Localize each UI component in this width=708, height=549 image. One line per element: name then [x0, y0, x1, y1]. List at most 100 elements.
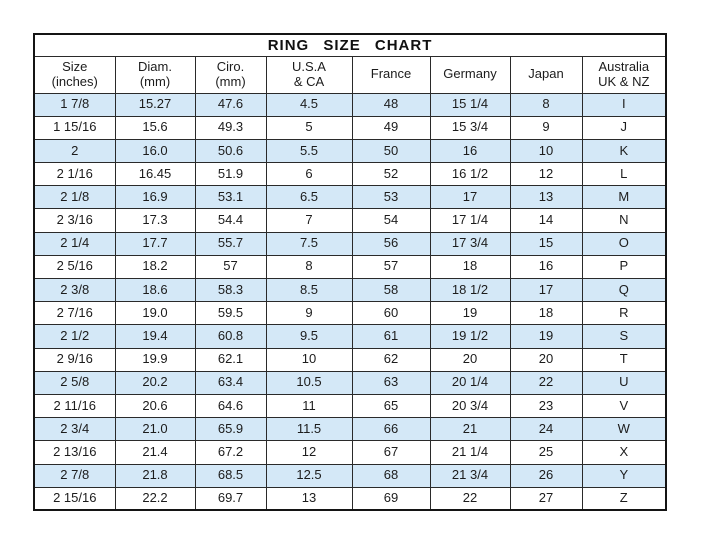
table-cell: 22 [509, 370, 583, 395]
table-cell: 59.5 [194, 301, 267, 326]
table-row: 2 3/8 18.6 58.3 8.5 58 18 1/2 17 Q [33, 277, 667, 303]
column-header: France [351, 55, 431, 94]
column-header: U.S.A & CA [265, 55, 353, 94]
table-cell: 18 [429, 254, 511, 280]
table-cell: 18 [509, 301, 583, 326]
table-cell: 58.3 [194, 277, 267, 303]
table-cell: 2 5/16 [33, 254, 116, 280]
table-row: 2 3/16 17.3 54.4 7 54 17 1/4 14 N [33, 208, 667, 233]
table-cell: 2 1/16 [33, 162, 116, 187]
table-cell: 52 [351, 162, 431, 187]
table-cell: 2 7/16 [33, 301, 116, 326]
chart-title-row: RING SIZE CHART [33, 33, 667, 57]
table-cell: 23 [509, 393, 583, 419]
table-cell: 2 13/16 [33, 440, 116, 465]
table-cell: 49 [351, 115, 431, 140]
table-cell: 9.5 [265, 324, 353, 349]
table-cell: 22.2 [114, 486, 196, 511]
table-cell: 54.4 [194, 208, 267, 233]
table-cell: 20 [429, 347, 511, 372]
table-cell: 20 3/4 [429, 393, 511, 419]
table-cell: 12.5 [265, 463, 353, 488]
table-cell: 18.2 [114, 254, 196, 280]
table-cell: 69.7 [194, 486, 267, 511]
table-cell: I [581, 92, 667, 117]
table-cell: 20.6 [114, 393, 196, 419]
table-cell: 8.5 [265, 277, 353, 303]
table-cell: 24 [509, 417, 583, 442]
table-cell: 8 [509, 92, 583, 117]
table-cell: 15 3/4 [429, 115, 511, 140]
table-cell: 54 [351, 208, 431, 233]
table-cell: 17 1/4 [429, 208, 511, 233]
table-cell: 10 [509, 138, 583, 164]
table-cell: 9 [509, 115, 583, 140]
column-header: Diam. (mm) [114, 55, 196, 94]
column-header: Size (inches) [33, 55, 116, 94]
table-cell: 2 11/16 [33, 393, 116, 419]
table-row: 2 1/2 19.4 60.8 9.5 61 19 1/2 19 S [33, 324, 667, 349]
table-cell: 2 1/4 [33, 231, 116, 256]
table-cell: 16.45 [114, 162, 196, 187]
table-cell: 1 7/8 [33, 92, 116, 117]
table-cell: 7 [265, 208, 353, 233]
table-cell: Q [581, 277, 667, 303]
table-cell: 55.7 [194, 231, 267, 256]
table-cell: 4.5 [265, 92, 353, 117]
table-cell: 50 [351, 138, 431, 164]
table-cell: 17 [509, 277, 583, 303]
table-cell: 16.9 [114, 185, 196, 210]
table-cell: 14 [509, 208, 583, 233]
table-cell: 6 [265, 162, 353, 187]
table-row: 2 15/16 22.2 69.7 13 69 22 27 Z [33, 486, 667, 511]
table-row: 2 9/16 19.9 62.1 10 62 20 20 T [33, 347, 667, 372]
table-cell: P [581, 254, 667, 280]
table-cell: 66 [351, 417, 431, 442]
column-header: Ciro. (mm) [194, 55, 267, 94]
table-cell: 15.6 [114, 115, 196, 140]
table-cell: M [581, 185, 667, 210]
table-cell: 2 15/16 [33, 486, 116, 511]
table-cell: J [581, 115, 667, 140]
table-cell: 18.6 [114, 277, 196, 303]
table-row: 2 7/16 19.0 59.5 9 60 19 18 R [33, 301, 667, 326]
chart-title: RING SIZE CHART [33, 33, 667, 57]
table-cell: 11.5 [265, 417, 353, 442]
table-cell: 2 3/16 [33, 208, 116, 233]
table-cell: 2 [33, 138, 116, 164]
table-cell: 15 1/4 [429, 92, 511, 117]
table-cell: Z [581, 486, 667, 511]
table-cell: 19.9 [114, 347, 196, 372]
table-cell: 51.9 [194, 162, 267, 187]
table-cell: 63 [351, 370, 431, 395]
table-cell: 21 1/4 [429, 440, 511, 465]
table-row: 2 3/4 21.0 65.9 11.5 66 21 24 W [33, 417, 667, 442]
table-cell: 16 [509, 254, 583, 280]
header-row: Size (inches) Diam. (mm) Ciro. (mm) U.S.A & CA F… [33, 55, 667, 94]
table-cell: 65 [351, 393, 431, 419]
table-cell: 21.4 [114, 440, 196, 465]
table-cell: 12 [509, 162, 583, 187]
table-cell: 63.4 [194, 370, 267, 395]
table-cell: 2 9/16 [33, 347, 116, 372]
table-cell: 67 [351, 440, 431, 465]
table-cell: 16 [429, 138, 511, 164]
column-header: Australia UK & NZ [581, 55, 667, 94]
table-cell: 20 [509, 347, 583, 372]
table-row: 2 16.0 50.6 5.5 50 16 10 K [33, 138, 667, 164]
table-cell: 18 1/2 [429, 277, 511, 303]
table-cell: 61 [351, 324, 431, 349]
table-cell: 26 [509, 463, 583, 488]
table-cell: 15 [509, 231, 583, 256]
table-cell: 48 [351, 92, 431, 117]
table-cell: 69 [351, 486, 431, 511]
table-cell: 67.2 [194, 440, 267, 465]
table-cell: 7.5 [265, 231, 353, 256]
table-cell: 2 1/8 [33, 185, 116, 210]
table-cell: 25 [509, 440, 583, 465]
table-cell: 19.0 [114, 301, 196, 326]
table-cell: W [581, 417, 667, 442]
table-cell: 57 [194, 254, 267, 280]
table-cell: K [581, 138, 667, 164]
